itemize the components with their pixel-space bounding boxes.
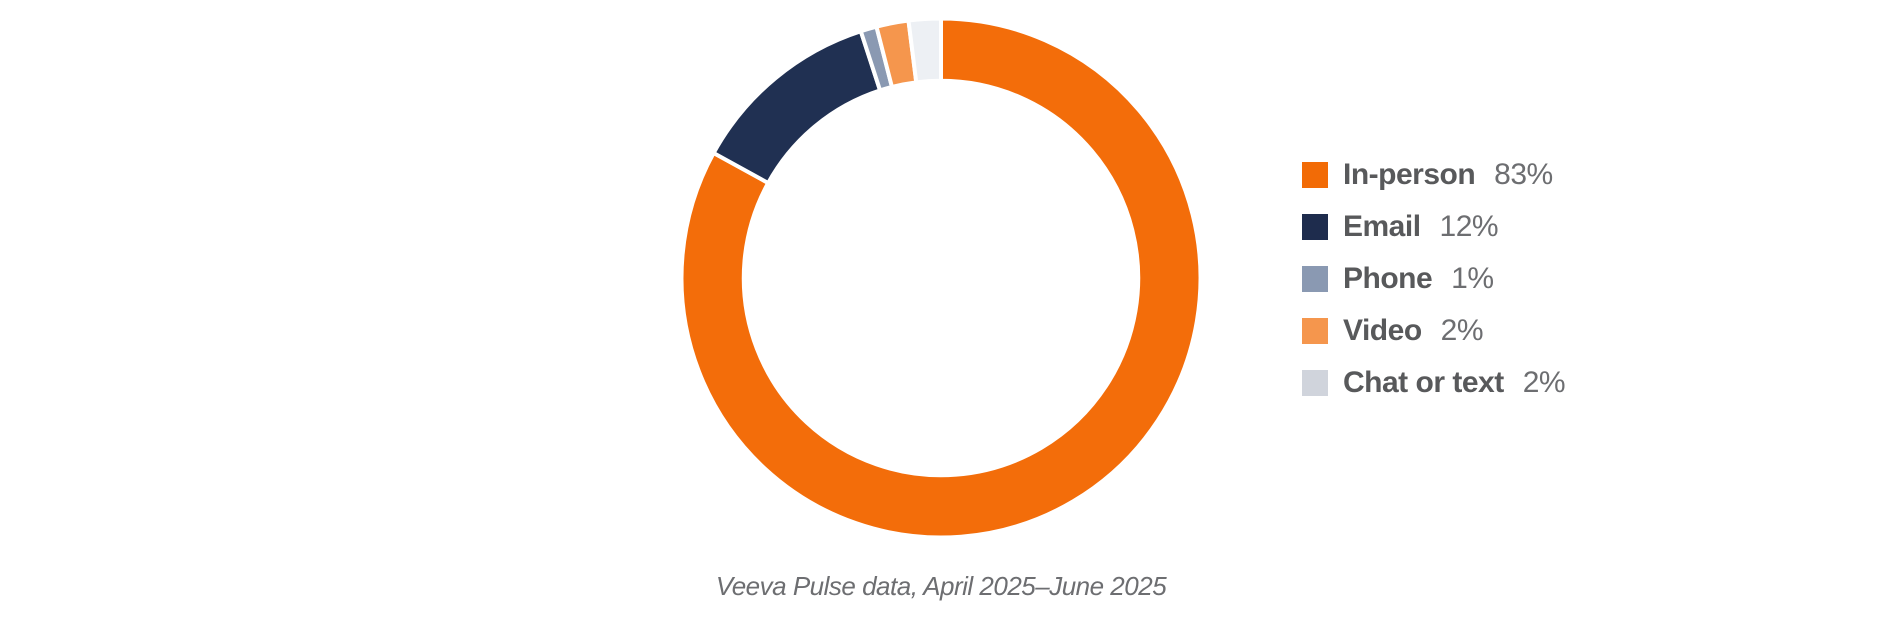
legend-label: Phone (1343, 262, 1433, 295)
chart-legend: In-person 83% Email 12% Phone 1% Video 2… (1302, 158, 1566, 399)
legend-item-email: Email 12% (1302, 210, 1565, 243)
chart-caption: Veeva Pulse data, April 2025–June 2025 (715, 571, 1167, 601)
legend-swatch-email (1302, 214, 1328, 240)
legend-swatch-phone (1302, 266, 1328, 292)
legend-swatch-chat-or-text (1302, 370, 1328, 396)
legend-swatch-video (1302, 318, 1328, 344)
legend-value: 12% (1439, 210, 1499, 243)
legend-label: Video (1343, 314, 1422, 347)
legend-label: Email (1343, 210, 1421, 243)
legend-swatch-in-person (1302, 162, 1328, 188)
legend-item-phone: Phone 1% (1302, 262, 1565, 295)
legend-item-video: Video 2% (1302, 314, 1565, 347)
donut-slice-email (710, 28, 883, 186)
donut-slice-in-person (679, 16, 1203, 540)
legend-value: 2% (1440, 314, 1484, 347)
legend-value: 2% (1522, 366, 1566, 399)
legend-item-in-person: In-person 83% (1302, 158, 1565, 191)
donut-slice-chat-or-text (906, 16, 943, 85)
legend-label: In-person (1343, 158, 1476, 191)
legend-value: 1% (1451, 262, 1494, 295)
legend-item-chat-or-text: Chat or text 2% (1302, 366, 1566, 399)
legend-label: Chat or text (1343, 366, 1504, 399)
legend-value: 83% (1494, 158, 1553, 191)
donut-chart (679, 16, 1203, 540)
